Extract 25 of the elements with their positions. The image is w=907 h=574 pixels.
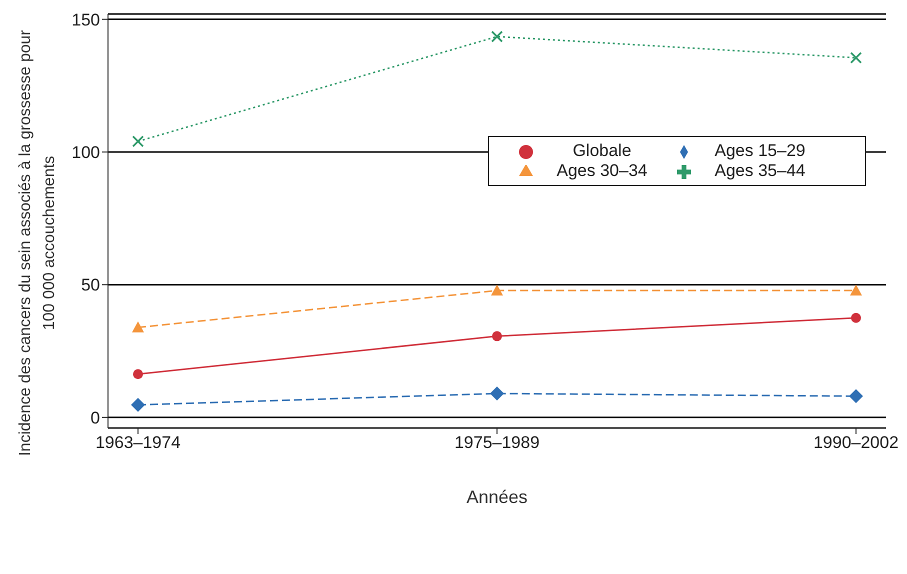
legend-label: Globale [572,141,632,161]
legend-label: Ages 35–44 [714,161,806,181]
point [492,331,502,342]
y-tick-label: 0 [90,408,100,428]
point [850,52,862,64]
legend-label: Ages 30–34 [556,161,648,181]
point [132,135,144,148]
x-tick-label: 1990–2002 [813,433,899,452]
x-tick-label: 1975–1989 [454,433,540,452]
point [131,398,145,412]
y-tick-label: 100 [72,143,100,162]
y-tick-label: 50 [81,276,100,295]
x-axis-title: Années [466,487,528,507]
point [133,369,143,380]
y-axis-title: Incidence des cancers du sein associés à la grossesse pour 100 000 accouchements [16,29,59,458]
point [490,386,504,400]
point [491,284,503,296]
point [849,389,863,404]
point [851,312,861,323]
y-tick-label: 150 [72,10,100,30]
point [491,30,503,42]
x-tick-label: 1963–1974 [95,433,181,452]
point [132,321,144,332]
legend-label: Ages 15–29 [714,141,806,161]
point [850,284,862,296]
